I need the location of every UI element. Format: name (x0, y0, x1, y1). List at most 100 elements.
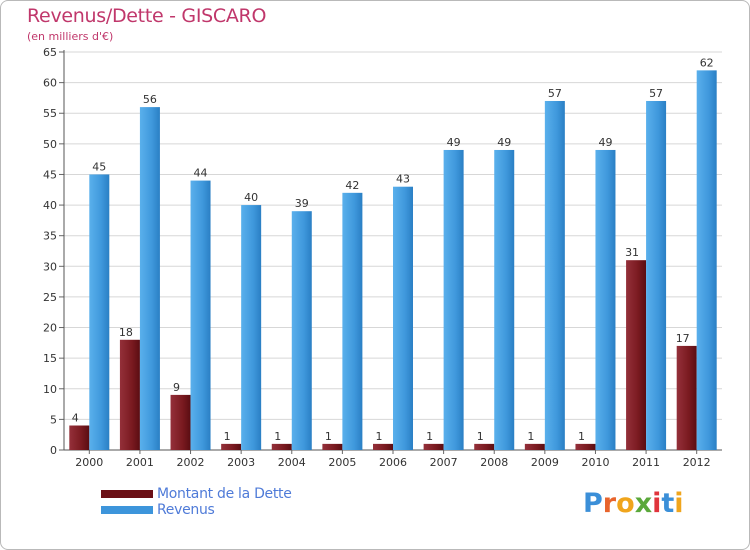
bar-revenus-2007 (443, 149, 464, 450)
bar-dette-2007 (423, 443, 444, 450)
axes: 0 5 10 15 20 25 30 35 40 45 50 55 60 65 2000 2001 2002 20… (43, 46, 722, 469)
logo-letter: P (583, 488, 603, 519)
bar-revenus-2009 (544, 100, 565, 450)
data-label-dette-2011: 31 (625, 246, 639, 259)
bar-dette-2012 (676, 345, 697, 450)
data-label-revenus-2006: 43 (396, 173, 410, 186)
logo-letter: t (661, 488, 675, 519)
y-tick-label-20: 20 (43, 322, 57, 335)
bar-dette-2008 (474, 443, 495, 450)
data-label-revenus-2011: 57 (649, 87, 663, 100)
legend-swatch-revenus (101, 506, 153, 514)
legend-item-dette: Montant de la Dette (101, 486, 292, 502)
logo-letter: i (674, 488, 684, 519)
y-tick-label-55: 55 (43, 107, 57, 120)
y-tick-label-40: 40 (43, 199, 57, 212)
x-tick-label-2001: 2001 (126, 456, 154, 469)
legend-label-revenus: Revenus (157, 502, 215, 518)
bar-dette-2004 (271, 443, 292, 450)
logo-letter: r (602, 488, 617, 519)
data-label-dette-2007: 1 (426, 430, 433, 443)
logo-letter: o (616, 488, 635, 519)
x-tick-label-2006: 2006 (379, 456, 407, 469)
data-label-revenus-2009: 57 (548, 87, 562, 100)
logo-letter: x (634, 488, 653, 519)
data-label-dette-2008: 1 (477, 430, 484, 443)
bar-dette-2001 (119, 339, 140, 450)
bar-revenus-2002 (190, 180, 211, 451)
bar-revenus-2005 (342, 192, 363, 451)
data-label-revenus-2008: 49 (497, 136, 511, 149)
x-tick-label-2002: 2002 (177, 456, 205, 469)
bar-revenus-2011 (646, 100, 667, 450)
bar-revenus-2000 (89, 174, 110, 450)
data-label-dette-2009: 1 (527, 430, 534, 443)
legend: Montant de la Dette Revenus (101, 486, 292, 518)
legend-swatch-dette (101, 490, 153, 498)
data-label-revenus-2012: 62 (700, 56, 714, 69)
x-tick-label-2003: 2003 (227, 456, 255, 469)
bar-revenus-2012 (696, 70, 717, 450)
y-tick-label-25: 25 (43, 291, 57, 304)
data-label-revenus-2007: 49 (447, 136, 461, 149)
data-label-dette-2012: 17 (676, 332, 690, 345)
data-label-dette-2000: 4 (72, 412, 79, 425)
data-label-revenus-2000: 45 (92, 160, 106, 173)
bar-dette-2006 (373, 443, 393, 450)
logo-letter: i (652, 488, 662, 519)
bars (69, 70, 717, 451)
data-label-dette-2006: 1 (376, 430, 383, 443)
x-tick-label-2000: 2000 (75, 456, 103, 469)
data-label-revenus-2004: 39 (295, 197, 309, 210)
chart-title: Revenus/Dette - GISCARO (27, 5, 267, 27)
y-tick-label-5: 5 (50, 413, 57, 426)
bar-revenus-2008 (494, 149, 515, 450)
bar-dette-2010 (575, 443, 596, 450)
y-tick-label-35: 35 (43, 230, 57, 243)
legend-item-revenus: Revenus (101, 502, 292, 518)
chart-subtitle: (en milliers d'€) (27, 30, 114, 43)
x-tick-label-2012: 2012 (683, 456, 711, 469)
data-label-dette-2002: 9 (173, 381, 180, 394)
legend-label-dette: Montant de la Dette (157, 486, 292, 502)
bar-revenus-2001 (139, 107, 160, 450)
x-tick-label-2005: 2005 (328, 456, 356, 469)
data-label-dette-2010: 1 (578, 430, 585, 443)
bar-revenus-2003 (241, 205, 262, 450)
y-tick-label-50: 50 (43, 138, 57, 151)
data-label-revenus-2001: 56 (143, 93, 157, 106)
bar-dette-2003 (221, 443, 242, 450)
y-tick-label-65: 65 (43, 46, 57, 59)
proxiti-logo: Proxiti (583, 488, 684, 519)
data-label-dette-2003: 1 (224, 430, 231, 443)
data-label-revenus-2002: 44 (194, 167, 208, 180)
data-label-revenus-2010: 49 (598, 136, 612, 149)
bar-revenus-2004 (291, 211, 312, 450)
y-tick-label-30: 30 (43, 260, 57, 273)
data-label-dette-2004: 1 (274, 430, 281, 443)
data-labels: 4 45 18 56 9 44 1 40 1 39 1 42 1 43 1 49 1 49 1 57 1 49 31 57 17… (72, 56, 714, 443)
x-tick-label-2008: 2008 (480, 456, 508, 469)
data-label-dette-2005: 1 (325, 430, 332, 443)
x-tick-label-2004: 2004 (278, 456, 306, 469)
data-label-revenus-2005: 42 (345, 179, 359, 192)
y-tick-label-60: 60 (43, 77, 57, 90)
y-tick-label-0: 0 (50, 444, 57, 457)
y-tick-label-15: 15 (43, 352, 57, 365)
bar-revenus-2010 (595, 149, 616, 450)
bar-dette-2005 (322, 443, 343, 450)
y-tick-label-10: 10 (43, 383, 57, 396)
bar-dette-2011 (626, 260, 647, 450)
bar-dette-2002 (170, 394, 191, 450)
x-tick-label-2009: 2009 (531, 456, 559, 469)
data-label-revenus-2003: 40 (244, 191, 258, 204)
bar-revenus-2006 (393, 186, 413, 450)
x-tick-label-2007: 2007 (430, 456, 458, 469)
y-tick-label-45: 45 (43, 168, 57, 181)
bar-dette-2009 (524, 443, 545, 450)
x-tick-label-2010: 2010 (581, 456, 609, 469)
x-tick-label-2011: 2011 (632, 456, 660, 469)
bar-dette-2000 (69, 425, 90, 450)
